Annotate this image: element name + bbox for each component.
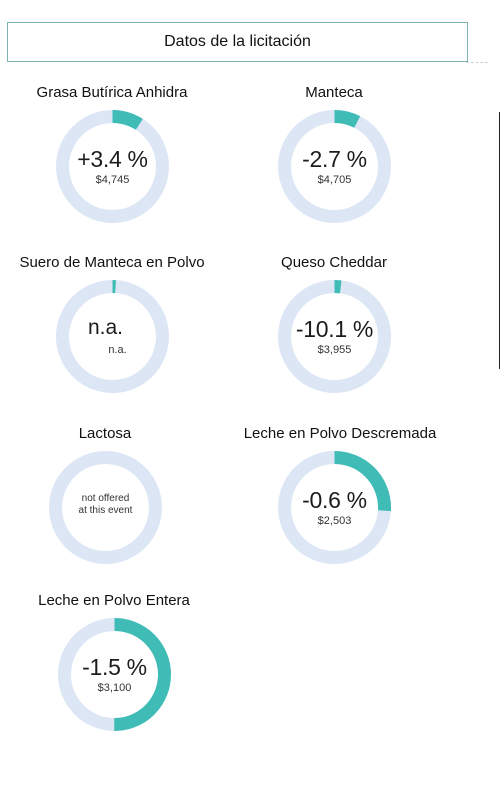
product-card[interactable]: Suero de Manteca en Polvo n.a. n.a.	[2, 254, 222, 414]
donut-chart: -0.6 % $2,503	[276, 449, 393, 566]
divider	[499, 112, 500, 369]
product-name: Suero de Manteca en Polvo	[19, 254, 205, 271]
price: $3,955	[317, 344, 352, 356]
product-name: Manteca	[305, 84, 363, 101]
price: n.a.	[108, 344, 127, 356]
percent-change: n.a.	[87, 316, 124, 339]
product-card[interactable]: Queso Cheddar -10.1 % $3,955	[224, 254, 444, 414]
product-card[interactable]: Manteca -2.7 % $4,705	[224, 84, 444, 244]
product-card[interactable]: Lactosa not offered at this event	[0, 425, 215, 585]
product-name: Queso Cheddar	[281, 254, 387, 271]
donut-chart: +3.4 % $4,745	[54, 108, 171, 225]
donut-ring	[278, 280, 391, 393]
not-offered-note: not offered	[81, 492, 130, 504]
product-name: Leche en Polvo Entera	[38, 592, 190, 609]
percent-change: +3.4 %	[77, 146, 148, 172]
percent-change: -0.6 %	[302, 487, 367, 513]
donut-ring	[56, 280, 169, 393]
donut-chart: -10.1 % $3,955	[276, 278, 393, 395]
product-card[interactable]: Grasa Butírica Anhidra +3.4 % $4,745	[2, 84, 222, 244]
price: $4,705	[317, 174, 352, 186]
price: $3,100	[97, 682, 132, 694]
percent-change: -2.7 %	[302, 146, 367, 172]
divider	[466, 62, 488, 63]
product-name: Grasa Butírica Anhidra	[36, 84, 188, 101]
page-title-box: Datos de la licitación	[7, 22, 468, 62]
donut-chart: not offered at this event	[47, 449, 164, 566]
product-card[interactable]: Leche en Polvo Entera -1.5 % $3,100	[4, 592, 224, 752]
product-card[interactable]: Leche en Polvo Descremada -0.6 % $2,503	[230, 425, 450, 585]
page-title: Datos de la licitación	[164, 33, 311, 50]
donut-ring	[278, 110, 391, 223]
donut-chart: -2.7 % $4,705	[276, 108, 393, 225]
donut-ring	[49, 451, 162, 564]
donut-chart: n.a. n.a.	[54, 278, 171, 395]
donut-ring	[56, 110, 169, 223]
product-name: Leche en Polvo Descremada	[243, 425, 437, 442]
donut-ring	[278, 451, 391, 564]
not-offered-note: at this event	[78, 504, 133, 516]
donut-chart: -1.5 % $3,100	[56, 616, 173, 733]
product-name: Lactosa	[78, 425, 132, 442]
price: $4,745	[95, 174, 130, 186]
percent-change: -1.5 %	[82, 654, 147, 680]
price: $2,503	[317, 515, 352, 527]
donut-ring	[58, 618, 171, 731]
percent-change: -10.1 %	[295, 316, 374, 342]
